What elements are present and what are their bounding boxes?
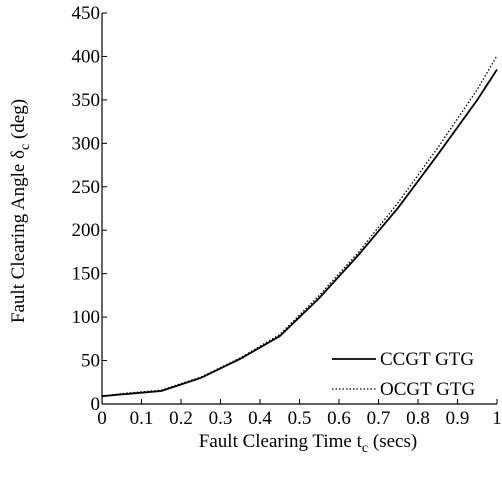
legend-label-1: CCGT GTG (380, 349, 474, 370)
y-tick-label: 0 (91, 394, 101, 415)
x-tick-label: 0.7 (367, 408, 391, 429)
y-tick-label: 300 (72, 133, 101, 154)
x-tick-label: 1 (492, 408, 502, 429)
x-tick-label: 0.6 (327, 408, 351, 429)
y-tick-label: 400 (72, 46, 101, 67)
x-tick-label: 0.1 (130, 408, 154, 429)
x-tick-label: 0.8 (406, 408, 430, 429)
legend-label-2: OCGT GTG (380, 379, 475, 400)
y-axis-title: Fault Clearing Angle δc (deg) (8, 99, 33, 323)
y-tick-label: 350 (72, 90, 101, 111)
x-axis-title: Fault Clearing Time tc (secs) (199, 431, 417, 456)
x-tick-label: 0.2 (169, 408, 193, 429)
series-line-1 (101, 69, 498, 398)
x-tick-label: 0 (97, 408, 107, 429)
x-tick-label: 0.9 (446, 408, 470, 429)
series-line-2 (101, 55, 498, 397)
x-tick-label: 0.3 (209, 408, 233, 429)
y-tick-label: 250 (72, 177, 101, 198)
y-tick-label: 100 (72, 307, 101, 328)
y-tick-label: 150 (72, 264, 101, 285)
plot-area: 0 0.1 0.2 0.3 0.4 0.5 0.6 0.7 0.8 0.9 1 0 50 100 150 20… (72, 3, 502, 429)
y-tick-label: 450 (72, 3, 101, 24)
x-tick-label: 0.5 (288, 408, 312, 429)
y-tick-label: 50 (81, 351, 100, 372)
x-tick-label: 0.4 (248, 408, 272, 429)
y-tick-label: 200 (72, 220, 101, 241)
